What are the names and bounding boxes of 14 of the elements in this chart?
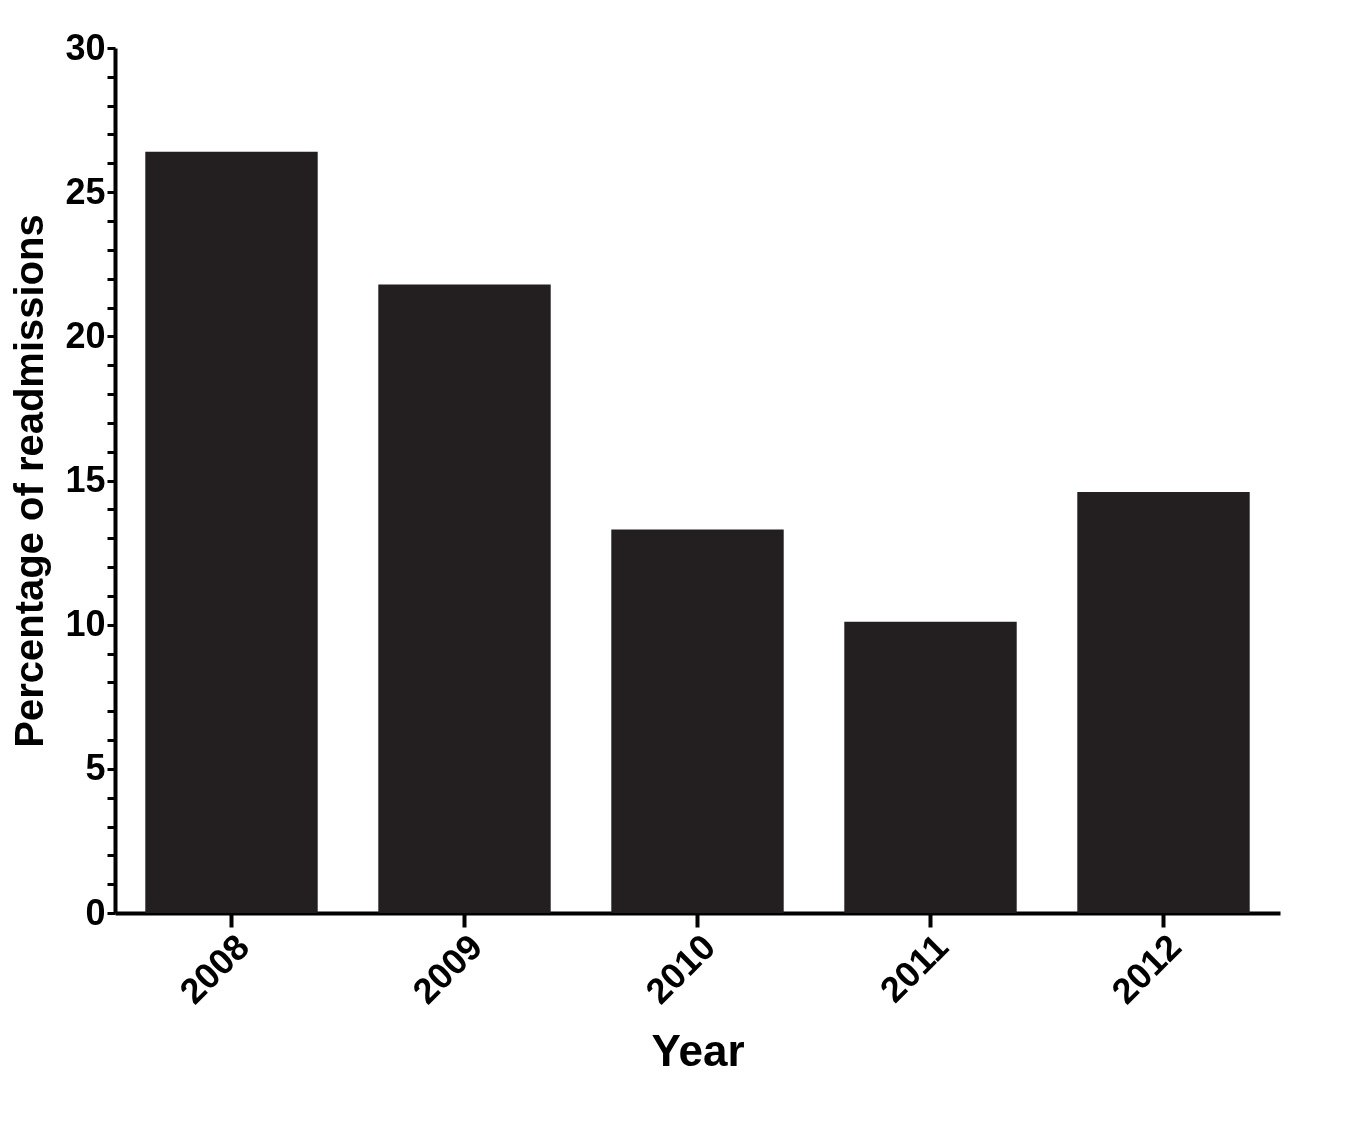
bar xyxy=(145,151,318,913)
bar xyxy=(378,284,551,913)
bar xyxy=(1077,492,1250,913)
y-tick-label: 25 xyxy=(65,170,106,212)
y-tick-label: 15 xyxy=(65,459,106,500)
y-axis-title: Percentage of readmissions xyxy=(7,214,52,748)
bar xyxy=(844,621,1017,913)
x-axis-title: Year xyxy=(651,1025,745,1075)
y-tick-label: 5 xyxy=(85,747,106,789)
y-tick-label: 30 xyxy=(65,26,106,68)
y-tick-label: 0 xyxy=(85,891,106,933)
bar xyxy=(611,529,784,913)
y-tick-label: 10 xyxy=(65,603,106,645)
y-tick-label: 20 xyxy=(65,314,106,356)
